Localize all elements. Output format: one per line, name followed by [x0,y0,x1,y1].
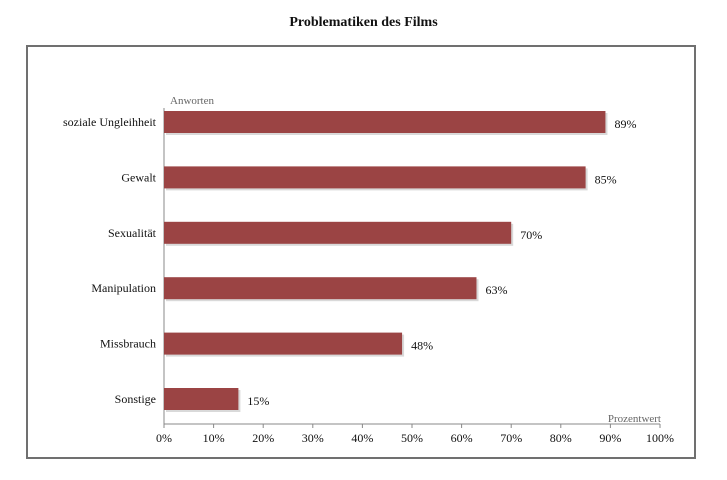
category-label: soziale Ungleihheit [63,115,157,129]
x-tick-label: 50% [401,431,423,445]
x-tick-label: 60% [451,431,473,445]
value-label: 85% [595,172,617,186]
category-label: Sexualität [108,226,157,240]
category-label: Sonstige [115,392,156,406]
value-label: 15% [247,394,269,408]
category-label: Manipulation [91,281,156,295]
value-label: 63% [485,283,507,297]
category-label: Missbrauch [100,337,156,351]
x-tick-label: 10% [203,431,225,445]
bar [164,111,606,133]
chart-title: Problematiken des Films [289,15,438,30]
y-axis-title: Anworten [170,95,214,107]
x-axis-title: Prozentwert [608,413,661,425]
value-label: 70% [520,228,542,242]
x-tick-label: 100% [646,431,674,445]
bar [164,221,512,244]
x-tick-label: 20% [252,431,274,445]
value-label: 89% [614,117,636,131]
x-tick-label: 90% [599,431,621,445]
x-tick-label: 30% [302,431,324,445]
x-tick-label: 40% [351,431,373,445]
category-label: Gewalt [121,170,156,184]
bar [164,388,239,410]
x-tick-label: 70% [500,431,522,445]
bar [164,332,403,355]
chart-frame [26,45,696,459]
bar [164,277,477,300]
value-label: 48% [411,339,433,353]
x-tick-label: 0% [156,431,172,445]
x-tick-label: 80% [550,431,572,445]
bar [164,166,586,189]
